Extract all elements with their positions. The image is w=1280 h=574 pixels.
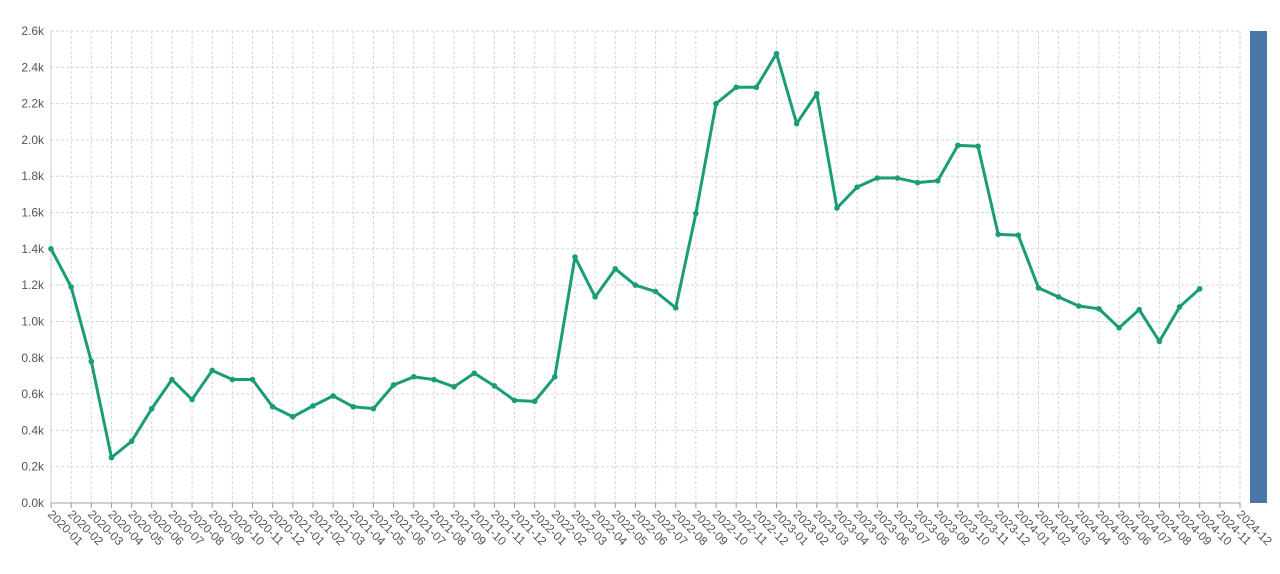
data-point bbox=[914, 179, 921, 186]
data-point bbox=[753, 84, 760, 91]
y-tick-label: 0.8k bbox=[21, 351, 45, 365]
data-point bbox=[491, 383, 498, 389]
data-point bbox=[1116, 325, 1122, 331]
data-point bbox=[572, 254, 578, 260]
range-slider[interactable] bbox=[1250, 31, 1267, 503]
data-point bbox=[632, 282, 639, 288]
data-point bbox=[612, 266, 619, 272]
data-point bbox=[672, 305, 679, 311]
data-point bbox=[552, 374, 558, 380]
data-point bbox=[894, 175, 901, 181]
data-point bbox=[48, 246, 54, 252]
y-tick-label: 1.6k bbox=[21, 206, 45, 220]
data-point bbox=[1196, 285, 1203, 292]
data-point bbox=[410, 374, 417, 380]
data-point bbox=[1096, 305, 1102, 312]
data-point bbox=[108, 454, 115, 461]
data-point bbox=[531, 398, 538, 405]
data-point bbox=[874, 175, 881, 181]
data-point bbox=[1035, 285, 1042, 291]
data-point bbox=[934, 177, 941, 184]
data-point bbox=[733, 84, 739, 91]
data-point bbox=[975, 143, 981, 150]
data-point bbox=[390, 382, 397, 388]
data-point bbox=[813, 90, 820, 97]
data-point bbox=[652, 288, 659, 295]
y-tick-label: 2.6k bbox=[21, 24, 45, 38]
data-point bbox=[1075, 303, 1082, 309]
data-point bbox=[1176, 304, 1183, 310]
data-point bbox=[68, 284, 74, 290]
y-tick-label: 0.2k bbox=[21, 460, 45, 474]
y-tick-label: 1.4k bbox=[21, 242, 45, 256]
data-point bbox=[1156, 338, 1163, 345]
y-tick-label: 2.0k bbox=[21, 133, 45, 147]
data-point bbox=[88, 358, 95, 365]
data-point bbox=[1055, 294, 1062, 300]
y-tick-label: 0.4k bbox=[21, 423, 45, 437]
data-point bbox=[854, 184, 860, 190]
data-point bbox=[793, 120, 800, 127]
data-point bbox=[834, 205, 840, 211]
y-tick-label: 0.0k bbox=[21, 496, 45, 510]
data-point bbox=[370, 405, 377, 412]
data-point bbox=[290, 413, 296, 420]
data-point bbox=[148, 405, 155, 412]
data-point bbox=[310, 403, 316, 409]
data-point bbox=[511, 397, 518, 404]
data-point bbox=[773, 50, 780, 57]
data-point bbox=[350, 403, 357, 410]
data-point bbox=[431, 376, 437, 383]
data-point bbox=[189, 396, 195, 403]
y-tick-label: 2.4k bbox=[21, 60, 45, 74]
y-tick-label: 1.8k bbox=[21, 169, 45, 183]
data-point bbox=[995, 231, 1001, 238]
y-tick-label: 0.6k bbox=[21, 387, 45, 401]
data-point bbox=[451, 384, 457, 390]
y-tick-label: 1.2k bbox=[21, 278, 45, 292]
y-tick-label: 1.0k bbox=[21, 314, 45, 328]
data-point bbox=[330, 393, 336, 399]
data-point bbox=[128, 438, 135, 445]
y-tick-label: 2.2k bbox=[21, 97, 45, 111]
data-point bbox=[269, 403, 276, 410]
data-point bbox=[713, 100, 719, 107]
data-point bbox=[471, 370, 478, 377]
data-point bbox=[955, 142, 961, 149]
data-point bbox=[592, 294, 598, 300]
data-point bbox=[209, 367, 216, 374]
data-point bbox=[1136, 306, 1143, 313]
data-point bbox=[169, 376, 175, 383]
data-point bbox=[693, 210, 699, 217]
data-point bbox=[249, 376, 256, 383]
data-point bbox=[229, 376, 236, 383]
data-point bbox=[1015, 232, 1022, 239]
series-line bbox=[49, 52, 1201, 460]
